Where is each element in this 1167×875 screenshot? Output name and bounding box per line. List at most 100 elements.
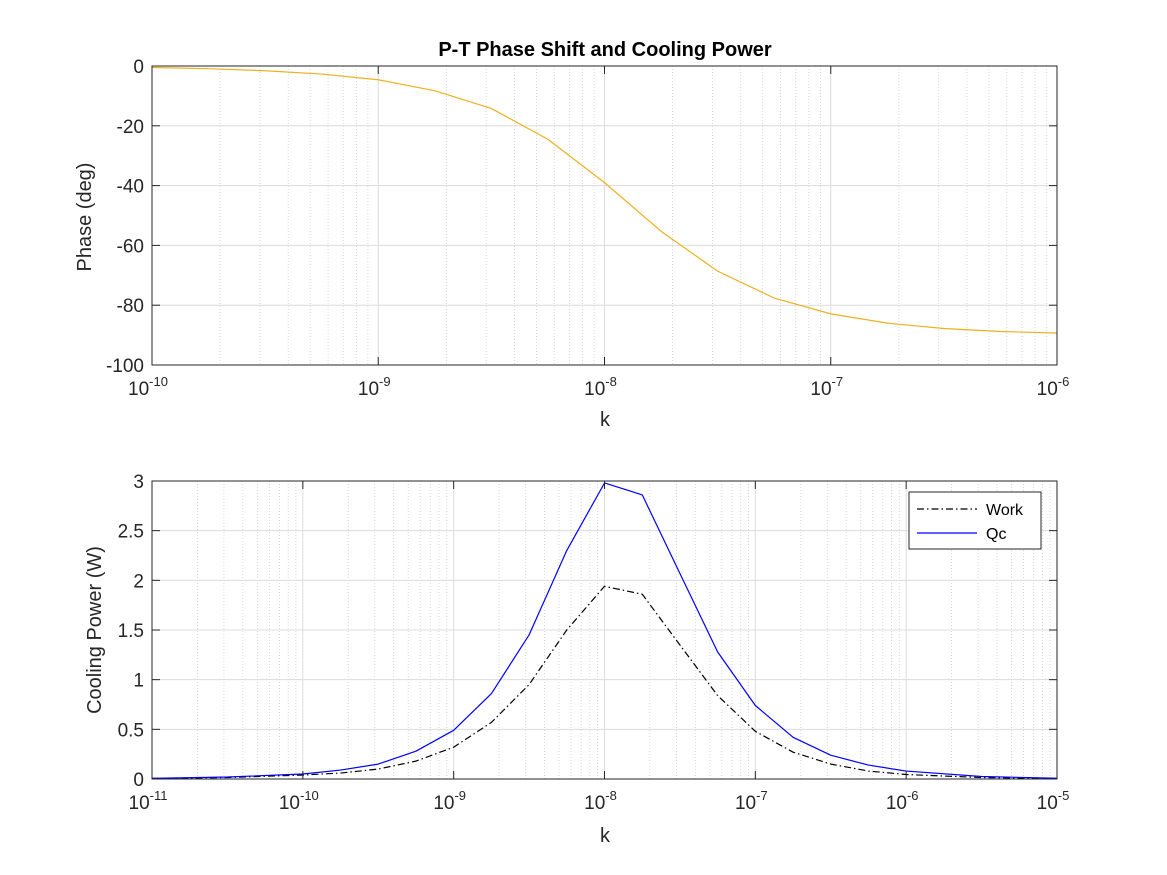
power-x-tick-base: 10	[584, 793, 605, 814]
power-x-tick-base: 10	[886, 793, 907, 814]
phase-series-line-point	[774, 297, 775, 298]
power-x-tick-label: 10-8	[584, 788, 617, 814]
phase-y-tick-label: 0	[133, 57, 144, 78]
power-series-qc-point	[528, 634, 529, 635]
power-x-tick-base: 10	[279, 793, 300, 814]
power-x-tick-exponent: -10	[300, 788, 319, 803]
power-x-tick-base: 10	[735, 793, 756, 814]
power-series-qc-point	[415, 751, 416, 752]
power-series-work-point	[793, 752, 794, 753]
power-series-qc-point	[717, 651, 718, 652]
power-series-work-point	[642, 594, 643, 595]
power-x-tick-exponent: -9	[454, 788, 466, 803]
power-series-qc-point	[378, 764, 379, 765]
phase-series-line-point	[717, 271, 718, 272]
phase-series-line-point	[1000, 331, 1001, 332]
phase-series-line-point	[378, 79, 379, 80]
phase-x-tick-base: 10	[1037, 379, 1058, 400]
power-series-qc-point	[679, 573, 680, 574]
power-y-axis-label: Cooling Power (W)	[84, 546, 106, 714]
phase-series-line-point	[547, 139, 548, 140]
power-series-qc-point	[981, 776, 982, 777]
power-series-qc-point	[227, 776, 228, 777]
power-x-axis-label: k	[600, 825, 611, 847]
power-series-qc-point	[566, 550, 567, 551]
phase-y-tick-label: -80	[117, 296, 144, 317]
phase-series-line-point	[491, 108, 492, 109]
phase-x-tick-label: 10-10	[128, 374, 168, 400]
power-x-tick-exponent: -7	[756, 788, 768, 803]
power-series-qc-point	[793, 737, 794, 738]
power-series-work-point	[717, 695, 718, 696]
phase-series-line	[151, 66, 1058, 334]
phase-x-tick-base: 10	[358, 379, 379, 400]
power-y-tick-label: 0.5	[118, 720, 144, 741]
power-series-work-point	[830, 764, 831, 765]
power-x-tick-exponent: -5	[1058, 788, 1070, 803]
power-y-tick-label: 1	[133, 671, 144, 692]
power-x-tick-base: 10	[129, 793, 150, 814]
phase-series-line-point	[661, 231, 662, 232]
power-series-work-point	[491, 722, 492, 723]
power-series-work-point	[453, 747, 454, 748]
power-x-tick-label: 10-9	[433, 788, 466, 814]
phase-x-axis-label: k	[600, 409, 611, 431]
phase-y-axis-label: Phase (deg)	[74, 163, 96, 272]
power-series-qc-point	[491, 693, 492, 694]
legend: Work Qc	[908, 491, 1042, 550]
power-y-tick-label: 2.5	[118, 522, 144, 543]
power-x-tick-exponent: -6	[907, 788, 919, 803]
power-series-work-point	[340, 772, 341, 773]
phase-y-tick-label: -20	[117, 117, 144, 138]
phase-series-line-point	[321, 73, 322, 74]
phase-x-tick-base: 10	[128, 379, 149, 400]
phase-x-tick-exponent: -8	[605, 374, 617, 389]
phase-x-tick-label: 10-6	[1037, 374, 1070, 400]
power-series-work-point	[566, 629, 567, 630]
phase-y-tick-label: -60	[117, 236, 144, 257]
power-x-tick-label: 10-6	[886, 788, 919, 814]
phase-x-tick-exponent: -6	[1058, 374, 1070, 389]
power-series-qc-point	[453, 730, 454, 731]
power-y-tick-label: 3	[133, 472, 144, 493]
power-series-qc-point	[868, 764, 869, 765]
phase-x-tick-base: 10	[584, 379, 605, 400]
phase-series-line-point	[208, 68, 209, 69]
power-series-work-point	[604, 586, 605, 587]
phase-x-tick-exponent: -10	[149, 374, 168, 389]
power-x-tick-label: 10-10	[279, 788, 319, 814]
power-series-qc-point	[340, 769, 341, 770]
power-series-qc-point	[830, 755, 831, 756]
power-x-tick-label: 10-5	[1037, 788, 1070, 814]
phase-y-tick-label: -100	[106, 356, 144, 377]
power-series-work	[151, 585, 1058, 780]
power-series-work-point	[528, 684, 529, 685]
power-x-tick-base: 10	[1037, 793, 1058, 814]
power-series-qc-point	[755, 705, 756, 706]
phase-series-line-point	[943, 328, 944, 329]
phase-x-tick-exponent: -7	[832, 374, 844, 389]
power-series-qc-point	[642, 494, 643, 495]
power-y-tick-label: 2	[133, 571, 144, 592]
power-series-work-point	[679, 644, 680, 645]
power-y-tick-label: 0	[133, 770, 144, 791]
power-x-tick-label: 10-7	[735, 788, 768, 814]
power-series-work-point	[378, 768, 379, 769]
legend-label-work: Work	[986, 502, 1024, 519]
power-x-tick-exponent: -8	[605, 788, 617, 803]
power-x-tick-base: 10	[433, 793, 454, 814]
phase-series-line-point	[264, 70, 265, 71]
power-series-work-point	[868, 770, 869, 771]
power-x-tick-label: 10-11	[129, 788, 168, 814]
power-y-tick-label: 1.5	[118, 621, 144, 642]
phase-x-tick-label: 10-8	[584, 374, 617, 400]
phase-y-tick-label: -40	[117, 177, 144, 198]
phase-x-tick-label: 10-7	[810, 374, 843, 400]
phase-x-tick-label: 10-9	[358, 374, 391, 400]
legend-label-qc: Qc	[986, 526, 1006, 543]
power-series-work-point	[755, 731, 756, 732]
phase-plot: 10-10 10-9 10-8 10-7 10-60-20-40-60-80-100	[106, 57, 1069, 400]
power-series-work-point	[415, 761, 416, 762]
phase-series-line-point	[830, 313, 831, 314]
